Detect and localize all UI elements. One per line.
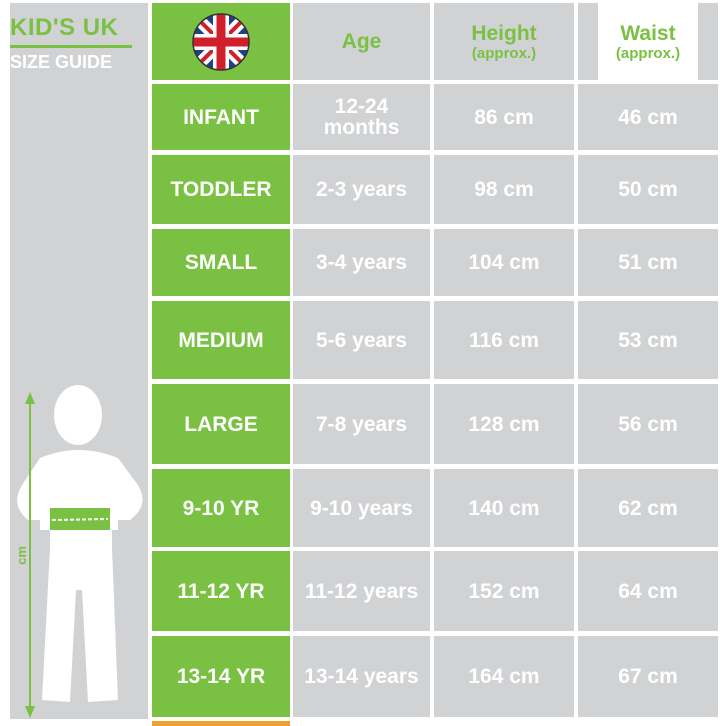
row-waist-cell: 62 cm [578,469,718,547]
row-waist-cell: 67 cm [578,636,718,717]
row-age-cell: 2-3 years [293,155,430,224]
row-age-cell: 11-12 years [293,551,430,631]
row-size-cell: 13-14 YR [152,636,290,717]
row-size-cell: LARGE [152,384,290,464]
flag-cell [152,3,290,80]
bottom-strip [152,721,290,726]
row-waist-cell: 51 cm [578,229,718,296]
header-waist-label: Waist [620,21,676,45]
row-height-cell: 116 cm [434,301,574,379]
row-height-cell: 104 cm [434,229,574,296]
row-age-cell: 5-6 years [293,301,430,379]
title-kids-uk: KID'S UK [10,14,119,41]
header-height-sub: (approx.) [471,44,537,62]
row-height-cell: 86 cm [434,84,574,150]
row-waist-cell: 56 cm [578,384,718,464]
row-waist-cell: 53 cm [578,301,718,379]
uk-flag-icon [192,12,250,71]
row-height-cell: 128 cm [434,384,574,464]
row-height-cell: 140 cm [434,469,574,547]
row-height-cell: 98 cm [434,155,574,224]
row-size-cell: MEDIUM [152,301,290,379]
cm-label: cm [13,546,29,565]
row-size-cell: TODDLER [152,155,290,224]
row-waist-cell: 64 cm [578,551,718,631]
row-age-cell: 7-8 years [293,384,430,464]
row-size-cell: SMALL [152,229,290,296]
header-age: Age [293,3,430,80]
row-waist-cell: 50 cm [578,155,718,224]
header-waist: Waist (approx.) [578,3,718,80]
header-height: Height (approx.) [434,3,574,80]
left-panel [10,3,148,719]
header-waist-sub: (approx.) [615,44,681,62]
row-age-cell: 9-10 years [293,469,430,547]
row-age-cell: 12-24 months [293,84,430,150]
row-age-cell: 3-4 years [293,229,430,296]
row-waist-cell: 46 cm [578,84,718,150]
header-height-label: Height [471,21,537,45]
row-size-cell: 9-10 YR [152,469,290,547]
row-size-cell: 11-12 YR [152,551,290,631]
row-age-cell: 13-14 years [293,636,430,717]
title-divider [10,45,132,48]
child-figure-icon [17,385,143,718]
row-size-cell: INFANT [152,84,290,150]
row-height-cell: 152 cm [434,551,574,631]
row-height-cell: 164 cm [434,636,574,717]
title-size-guide: SIZE GUIDE [10,52,113,72]
